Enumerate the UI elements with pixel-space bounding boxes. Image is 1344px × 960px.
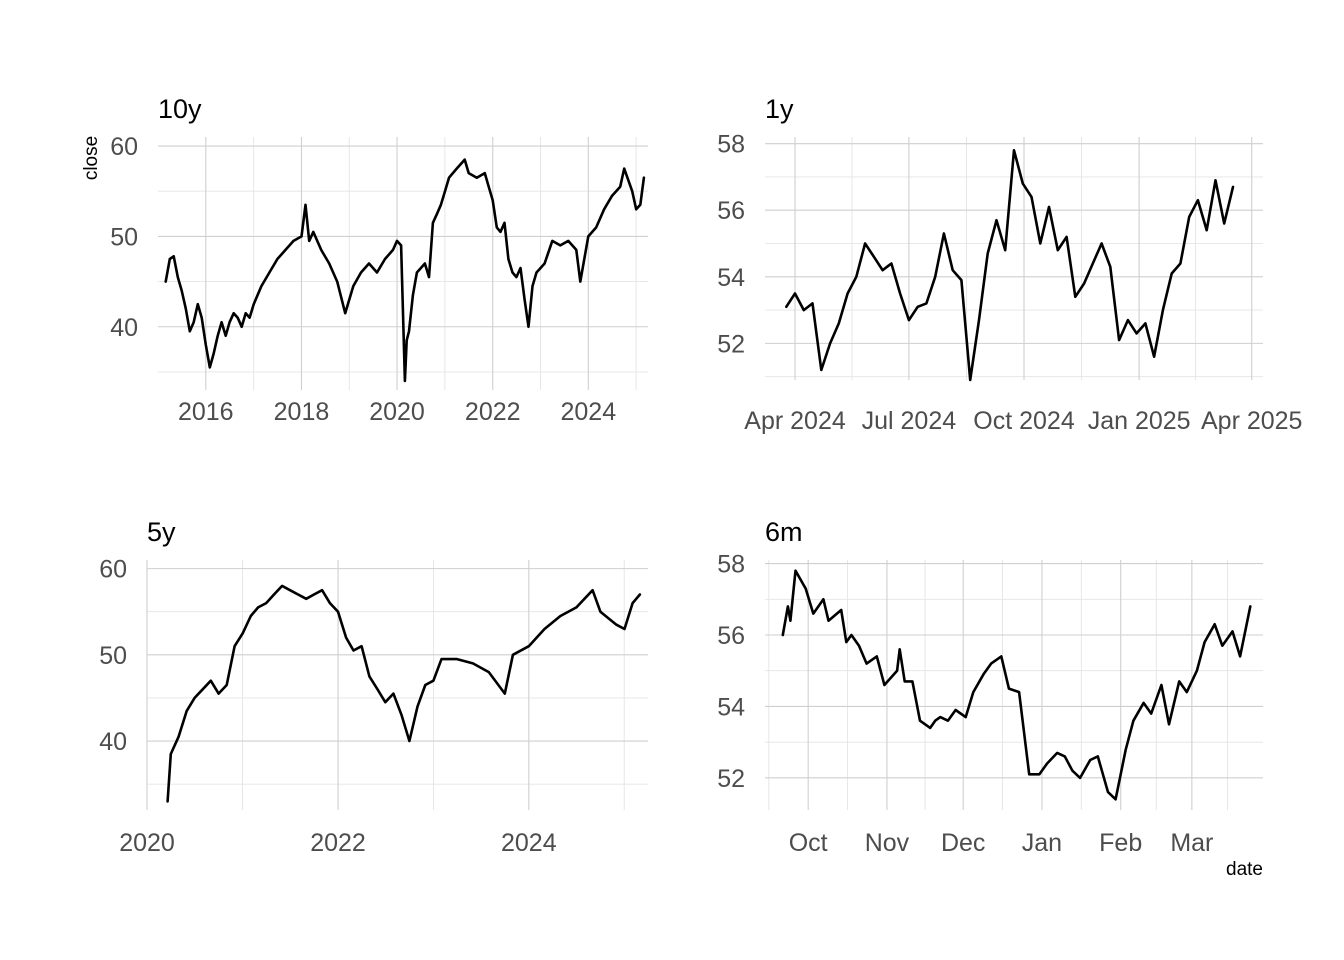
panel-5y: 40 50 60 2020 2022 2024 5y bbox=[99, 517, 648, 857]
x-tick-label: Jul 2024 bbox=[862, 407, 957, 435]
series-line bbox=[166, 584, 642, 803]
x-tick-label: Oct bbox=[789, 829, 828, 857]
y-tick-label: 56 bbox=[717, 197, 745, 225]
chart-panels: 40 50 60 2016 2018 2020 2022 2024 10y 52 54 56 58 Apr… bbox=[99, 94, 1302, 857]
y-tick-label: 54 bbox=[717, 693, 745, 721]
y-tick-label: 52 bbox=[717, 330, 745, 358]
y-tick-label: 52 bbox=[717, 765, 745, 793]
x-tick-label: 2020 bbox=[369, 398, 425, 426]
panel-title: 10y bbox=[158, 94, 202, 124]
x-tick-label: Jan bbox=[1022, 829, 1062, 857]
x-tick-label: Nov bbox=[865, 829, 910, 857]
series-line bbox=[164, 158, 646, 383]
y-tick-label: 40 bbox=[99, 728, 127, 756]
y-tick-label: 50 bbox=[110, 223, 138, 251]
y-tick-label: 56 bbox=[717, 622, 745, 650]
y-tick-label: 50 bbox=[99, 642, 127, 670]
x-tick-label: 2022 bbox=[465, 398, 521, 426]
series-line bbox=[781, 569, 1252, 801]
panel-title: 1y bbox=[765, 94, 794, 124]
panel-10y: 40 50 60 2016 2018 2020 2022 2024 10y bbox=[110, 94, 648, 426]
x-tick-label: 2024 bbox=[501, 829, 557, 857]
x-tick-label: 2020 bbox=[119, 829, 175, 857]
x-tick-label: Feb bbox=[1099, 829, 1142, 857]
x-tick-label: 2018 bbox=[274, 398, 330, 426]
x-tick-label: 2022 bbox=[310, 829, 366, 857]
y-tick-label: 40 bbox=[110, 314, 138, 342]
y-tick-label: 60 bbox=[99, 556, 127, 584]
panel-6m: 52 54 56 58 Oct Nov Dec Jan Feb Mar 6m bbox=[717, 517, 1263, 857]
x-tick-label: 2024 bbox=[560, 398, 616, 426]
x-tick-label: Jan 2025 bbox=[1088, 407, 1191, 435]
x-tick-label: Dec bbox=[941, 829, 985, 857]
panel-1y: 52 54 56 58 Apr 2024 Jul 2024 Oct 2024 Jan 2025… bbox=[717, 94, 1302, 435]
x-tick-label: Apr 2024 bbox=[744, 407, 846, 435]
x-tick-label: Mar bbox=[1170, 829, 1213, 857]
x-tick-label: Oct 2024 bbox=[973, 407, 1075, 435]
panel-title: 6m bbox=[765, 517, 803, 547]
panel-title: 5y bbox=[147, 517, 176, 547]
y-tick-label: 58 bbox=[717, 131, 745, 159]
y-tick-label: 60 bbox=[110, 133, 138, 161]
x-tick-label: 2016 bbox=[178, 398, 234, 426]
y-tick-label: 54 bbox=[717, 264, 745, 292]
x-tick-label: Apr 2025 bbox=[1201, 407, 1302, 435]
x-axis-title: date bbox=[1226, 859, 1263, 880]
y-axis-title: close bbox=[81, 136, 102, 180]
y-tick-label: 58 bbox=[717, 551, 745, 579]
series-line bbox=[784, 149, 1235, 382]
